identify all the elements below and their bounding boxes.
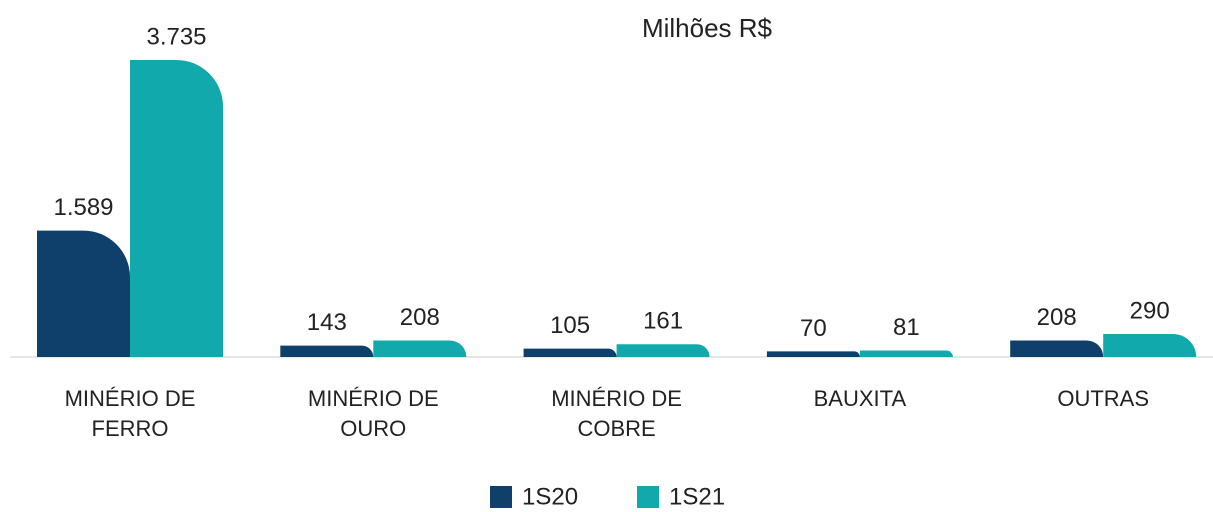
bar [766,351,860,357]
bar [373,340,467,357]
legend-swatch [490,486,512,508]
legend-swatch [637,486,659,508]
x-tick-label: OUTRAS [1057,386,1150,411]
value-label: 208 [400,304,440,331]
bar [130,60,223,357]
bar [616,344,710,357]
value-label: 1.589 [53,194,113,221]
bar [859,350,953,357]
bar [1010,340,1104,357]
value-label: 208 [1037,304,1077,331]
value-label: 70 [800,315,827,342]
value-label: 81 [893,314,920,341]
x-tick-label: BAUXITA [813,386,907,411]
x-tick-label: MINÉRIO DE COBRE [551,386,682,441]
value-label: 143 [307,309,347,336]
value-label: 290 [1130,297,1170,324]
value-label: 3.735 [146,23,206,50]
chart-title: Milhões R$ [642,13,773,43]
x-tick-label: MINÉRIO DE OURO [307,386,439,441]
value-label: 105 [550,312,590,339]
bar [280,345,374,357]
bar [523,348,617,357]
bar [37,230,130,357]
value-label: 161 [643,308,683,335]
legend-label: 1S20 [522,483,578,510]
x-tick-label: MINÉRIO DE FERRO [64,386,196,441]
legend-label: 1S21 [669,483,725,510]
bar [1103,333,1197,357]
